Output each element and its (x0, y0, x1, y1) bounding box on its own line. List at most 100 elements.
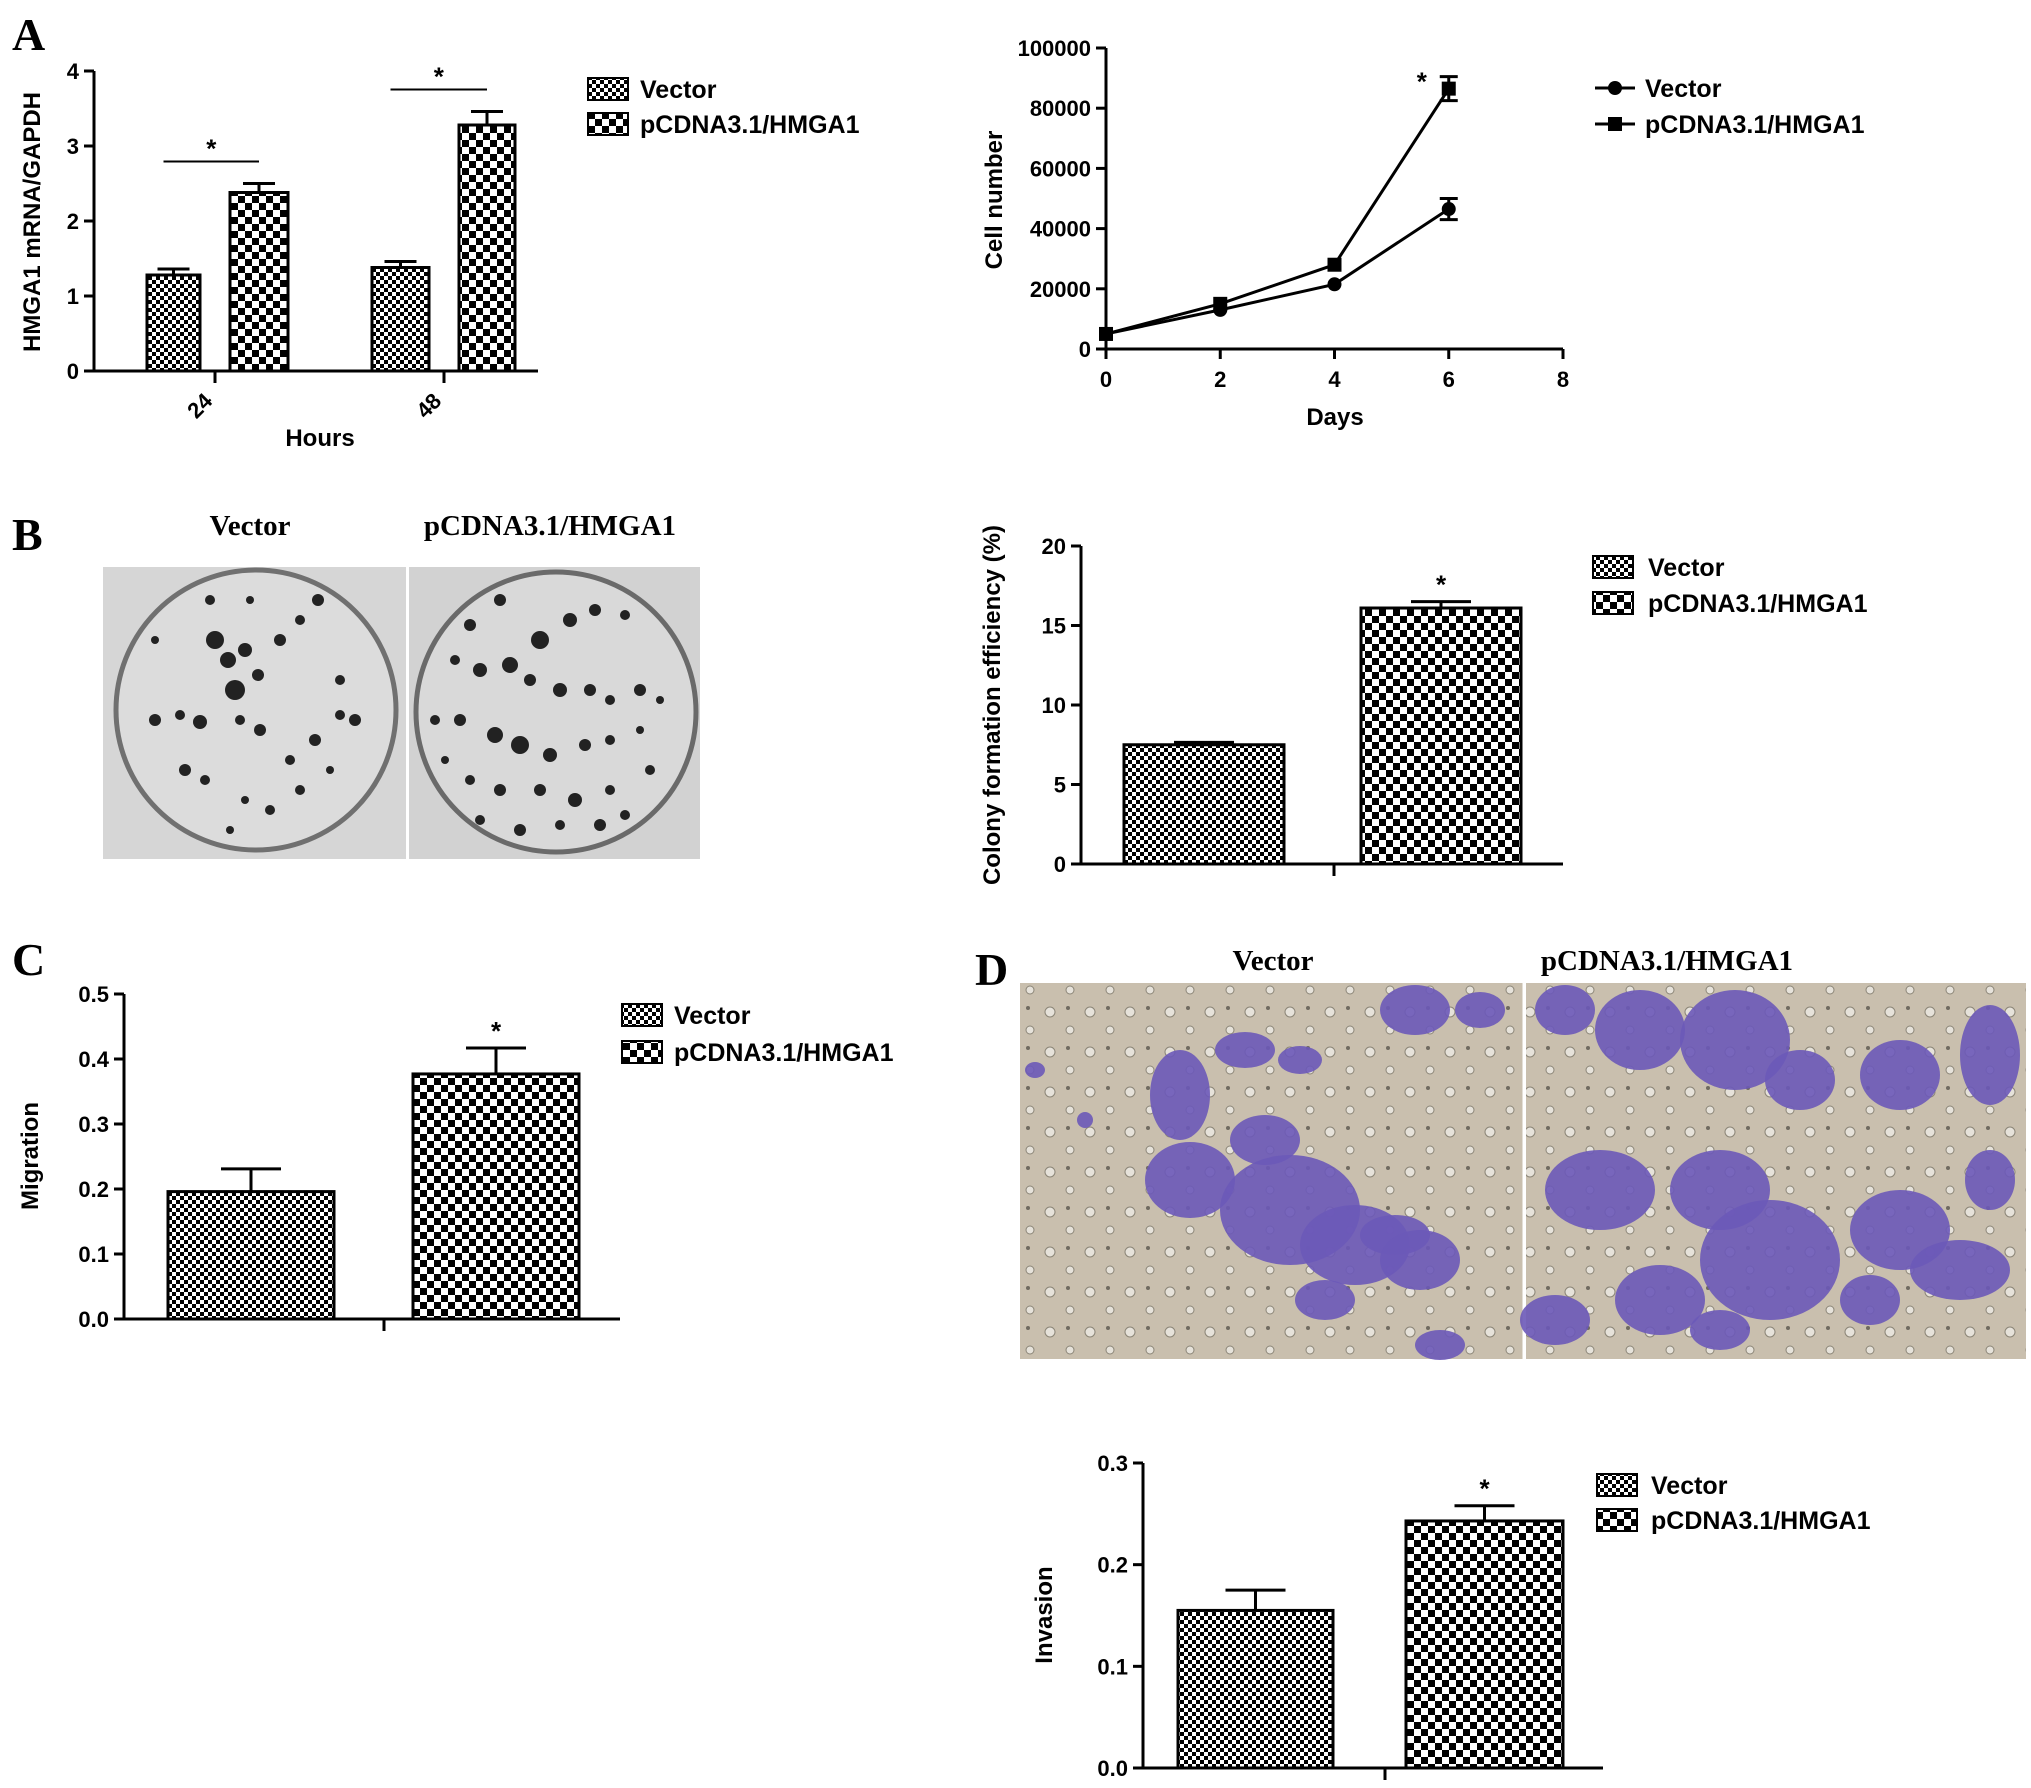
colony (511, 736, 529, 754)
chart-a1-x-axis-label: Hours (285, 425, 354, 452)
stained-cell (1615, 1265, 1705, 1335)
photo-b-title-vector: Vector (209, 510, 290, 542)
chart-a1-y-tick-label: 0 (67, 359, 79, 384)
legend-a2: Vector pCDNA3.1/HMGA1 (1595, 75, 1865, 139)
colony (274, 634, 286, 646)
colony (220, 652, 236, 668)
stained-cell (1960, 1005, 2020, 1105)
colony (312, 594, 324, 606)
colony (206, 631, 224, 649)
stained-cell (1765, 1050, 1835, 1110)
legend-d-swatch-vector (1596, 1473, 1638, 1497)
chart-a2-cell-number-line: 0 20000 40000 60000 80000 100000 0 2 4 6 8 * Days Cel… (981, 36, 1569, 431)
stained-cell (1545, 1150, 1655, 1230)
legend-c-label-vector: Vector (674, 1002, 751, 1030)
colony (454, 714, 466, 726)
chart-a1-bar (370, 266, 431, 373)
chart-a2-point (1441, 81, 1456, 96)
chart-a1-significance: * (206, 134, 217, 164)
chart-c-y-tick-label: 0.2 (78, 1177, 109, 1202)
legend-b-label-vector: Vector (1648, 554, 1725, 582)
stained-cell (1215, 1032, 1275, 1068)
petri-dish-hmga1 (413, 569, 699, 855)
chart-a2-y-tick-label: 60000 (1030, 156, 1091, 181)
stained-cell (1840, 1275, 1900, 1325)
stained-cell (1680, 990, 1790, 1090)
chart-b-y-axis-label: Colony formation efficiency (%) (979, 525, 1006, 885)
chart-a2-y-tick-label: 40000 (1030, 217, 1091, 242)
colony (634, 684, 646, 696)
chart-a1-significance: * (434, 62, 445, 92)
chart-a1-y-tick-label: 1 (67, 284, 79, 309)
stained-cell (1145, 1142, 1235, 1218)
chart-c-migration-bar: 0.0 0.1 0.2 0.3 0.4 0.5 * Migration (17, 982, 620, 1332)
stained-cell (1230, 1115, 1300, 1165)
legend-d: Vector pCDNA3.1/HMGA1 (1596, 1472, 1871, 1535)
chart-a2-point (1099, 326, 1113, 341)
chart-b-y-tick-label: 5 (1054, 773, 1066, 798)
stained-cell (1415, 1330, 1465, 1360)
stained-cell (1380, 985, 1450, 1035)
colony (589, 604, 601, 616)
chart-c-y-tick-label: 0.4 (78, 1047, 109, 1072)
panel-label-b: B (12, 509, 43, 560)
colony (563, 613, 577, 627)
colony (241, 796, 249, 804)
legend-a2-label-vector: Vector (1645, 75, 1722, 103)
chart-d-bar (1176, 1608, 1335, 1770)
colony (235, 715, 245, 725)
chart-a2-x-axis-label: Days (1306, 404, 1363, 431)
chart-d-y-tick-label: 0.2 (1097, 1553, 1128, 1578)
colony (656, 696, 664, 704)
colony (225, 680, 245, 700)
chart-b-colony-bar: 0 5 10 15 20 * Colony formation efficiency (%) (979, 525, 1563, 885)
panel-b-colony-photos: Vector pCDNA3.1/HMGA1 (103, 510, 700, 859)
stained-cell (1700, 1200, 1840, 1320)
chart-c-y-tick-label: 0.1 (78, 1242, 109, 1267)
colony (193, 715, 207, 729)
stained-cell (1860, 1040, 1940, 1110)
colony (475, 815, 485, 825)
chart-c-significance: * (491, 1016, 502, 1046)
chart-d-invasion-bar: 0.0 0.1 0.2 0.3 * Invasion (1031, 1451, 1603, 1781)
colony (514, 824, 526, 836)
panel-label-a: A (12, 9, 45, 60)
chart-a1-y-tick-label: 2 (67, 209, 79, 234)
legend-c: Vector pCDNA3.1/HMGA1 (621, 1002, 894, 1067)
legend-d-swatch-hmga1 (1596, 1508, 1638, 1532)
chart-a2-x-tick-label: 0 (1100, 367, 1112, 392)
stained-cell (1077, 1112, 1093, 1128)
chart-a2-significance: * (1417, 67, 1428, 97)
chart-b-y-tick-label: 10 (1042, 693, 1066, 718)
chart-d-y-axis-label: Invasion (1031, 1566, 1058, 1663)
colony (524, 674, 536, 686)
colony (487, 727, 503, 743)
colony (494, 594, 506, 606)
chart-d-bar (1404, 1519, 1565, 1770)
stained-cell (1295, 1280, 1355, 1320)
stained-cell (1535, 985, 1595, 1035)
stained-cell (1910, 1240, 2010, 1300)
legend-c-swatch-hmga1 (621, 1040, 663, 1064)
chart-c-bar (411, 1072, 581, 1321)
chart-d-y-tick-label: 0.3 (1097, 1451, 1128, 1476)
colony (568, 793, 582, 807)
colony (205, 595, 215, 605)
chart-a1-bar (145, 273, 202, 373)
chart-d-y-tick-label: 0.0 (1097, 1756, 1128, 1781)
chart-a2-y-tick-label: 100000 (1018, 36, 1091, 61)
legend-a2-marker-vector (1608, 81, 1622, 95)
chart-a2-series-line (1105, 207, 1450, 336)
chart-b-y-tick-label: 20 (1042, 534, 1066, 559)
colony (149, 714, 161, 726)
chart-b-bar (1122, 743, 1286, 866)
chart-c-y-tick-label: 0.0 (78, 1307, 109, 1332)
legend-c-swatch-vector (621, 1003, 663, 1027)
legend-c-label-hmga1: pCDNA3.1/HMGA1 (674, 1039, 894, 1067)
stained-cell (1150, 1050, 1210, 1140)
legend-b-swatch-hmga1 (1592, 591, 1634, 615)
chart-a2-x-tick-label: 4 (1328, 367, 1341, 392)
legend-b: Vector pCDNA3.1/HMGA1 (1592, 554, 1868, 618)
colony (309, 734, 321, 746)
